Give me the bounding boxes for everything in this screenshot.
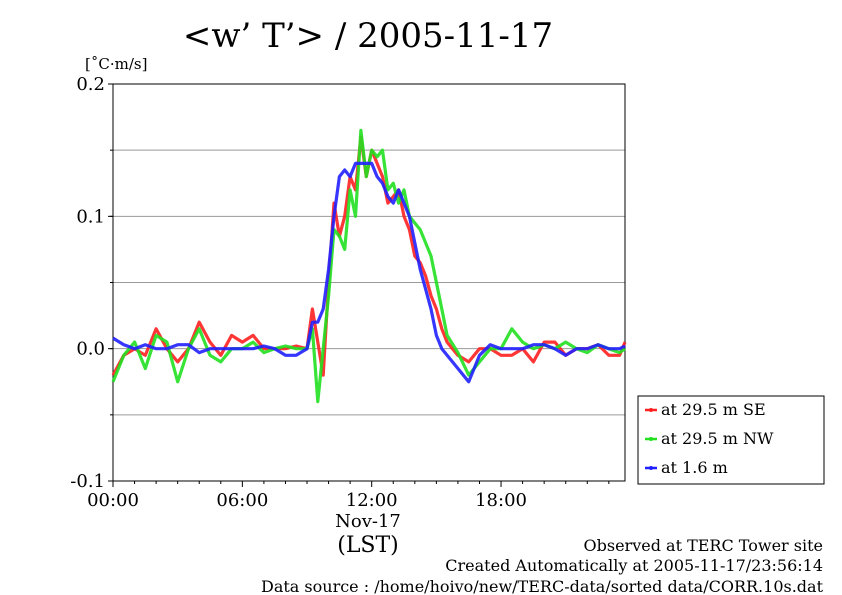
- legend-label: at 29.5 m SE: [661, 400, 766, 419]
- x-tick-label: 12:00: [346, 490, 398, 511]
- chart-title: <w’ T’> / 2005-11-17: [183, 16, 553, 56]
- gridlines: [113, 149, 625, 416]
- legend-marker: [649, 408, 653, 412]
- footer-created: Created Automatically at 2005-11-17/23:5…: [445, 556, 823, 575]
- y-tick-label: 0.2: [76, 74, 105, 95]
- legend-marker: [649, 466, 653, 470]
- x-date-label: Nov-17: [335, 511, 401, 532]
- y-tick-label: -0.1: [70, 471, 105, 492]
- footer-site: Observed at TERC Tower site: [584, 536, 824, 555]
- y-axis: -0.1 0.0 0.1 0.2: [70, 74, 113, 492]
- x-tick-label: 00:00: [87, 490, 139, 511]
- series-line-0: [111, 135, 627, 377]
- x-axis-label: (LST): [337, 533, 399, 558]
- x-axis: 00:00 06:00 12:00 18:00: [87, 481, 610, 511]
- y-axis-unit: [˚C·m/s]: [85, 55, 147, 73]
- footer-source: Data source : /home/hoivo/new/TERC-data/…: [261, 577, 824, 595]
- series-line-2: [112, 161, 626, 384]
- series-group: [111, 128, 627, 404]
- x-tick-label: 06:00: [216, 490, 268, 511]
- x-tick-label: 18:00: [475, 490, 527, 511]
- legend-box: [637, 395, 825, 485]
- legend: at 29.5 m SE at 29.5 m NW at 1.6 m: [637, 395, 825, 485]
- legend-marker: [649, 437, 653, 441]
- y-tick-label: 0.1: [76, 206, 105, 227]
- legend-label: at 29.5 m NW: [661, 429, 774, 448]
- y-tick-label: 0.0: [76, 339, 105, 360]
- legend-label: at 1.6 m: [661, 458, 728, 477]
- series-line-1: [111, 128, 626, 404]
